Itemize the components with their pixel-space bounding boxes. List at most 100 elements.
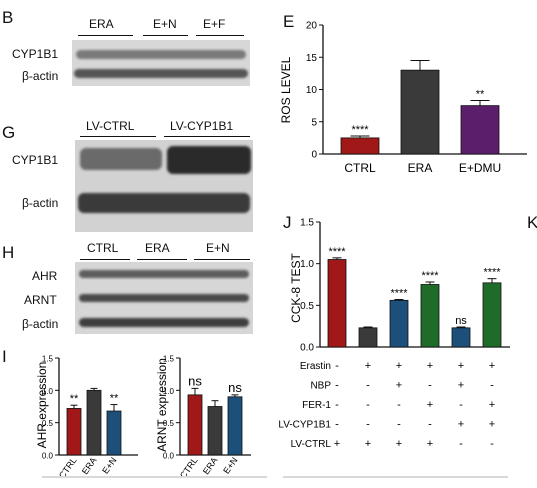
blot-b-group-era: ERA — [89, 17, 114, 31]
y-tick-label: 10 — [306, 85, 318, 96]
blot-h-row-arnt: ARNT — [24, 293, 57, 307]
treatment-mark: - — [490, 438, 494, 450]
significance-label: **** — [351, 124, 369, 136]
significance-label: ** — [476, 88, 485, 100]
y-tick-label: 0.0 — [42, 452, 54, 461]
significance-label: **** — [390, 288, 408, 300]
bottom-divider — [42, 476, 267, 478]
blot-b-row-cyp1b1: CYP1B1 — [12, 47, 59, 61]
significance-label: ** — [70, 393, 79, 405]
blot-h-bracket — [194, 259, 250, 260]
treatment-mark: - — [366, 380, 370, 392]
treatment-row-label: Erastin — [300, 361, 331, 372]
treatment-mark: - — [428, 419, 432, 431]
blot-b-band-cyp1b1 — [76, 50, 246, 59]
treatment-row-label: LV-CYP1B1 — [278, 420, 331, 431]
bar — [86, 389, 102, 456]
y-tick-label: 1.5 — [300, 218, 314, 229]
y-tick-label: 20 — [306, 21, 318, 32]
panel-letter-h: H — [2, 243, 15, 262]
significance-label: ** — [110, 393, 119, 405]
significance-label: **** — [328, 246, 346, 258]
blot-g-row-actin: β-actin — [22, 196, 59, 210]
treatment-mark: + — [489, 399, 495, 411]
treatment-row-label: LV-CTRL — [291, 439, 332, 450]
significance-label: **** — [483, 267, 501, 279]
treatment-mark: - — [428, 380, 432, 392]
blot-b-bracket — [196, 35, 244, 36]
y-tick-label: 1.5 — [42, 355, 54, 364]
blot-b-bracket — [78, 35, 133, 36]
bar — [358, 327, 378, 348]
treatment-mark: + — [365, 438, 371, 450]
blot-g-group-lvctrl: LV-CTRL — [86, 119, 135, 133]
blot-h-band-ahr — [79, 270, 249, 278]
panel-letter-k: K — [527, 213, 537, 232]
panel-letter-b: B — [2, 8, 14, 27]
treatment-mark: + — [427, 360, 433, 372]
treatment-mark: - — [335, 399, 339, 411]
y-tick-label: 0.0 — [163, 452, 175, 461]
bar — [106, 410, 122, 456]
blot-b-group-ef: E+F — [203, 17, 226, 31]
y-axis-label: AHR expression — [35, 362, 49, 449]
blot-g-row-cyp1b1: CYP1B1 — [12, 153, 59, 167]
blot-b-row-actin: β-actin — [22, 69, 59, 83]
blot-h-row-actin: β-actin — [22, 317, 59, 331]
bar — [482, 282, 502, 348]
y-axis-label: CCK-8 TEST — [289, 252, 303, 322]
category-label: E+N — [221, 455, 239, 475]
treatment-mark: - — [397, 419, 401, 431]
significance-label: ns — [188, 373, 202, 388]
y-tick-label: 0 — [311, 150, 317, 161]
blot-b-membrane — [72, 40, 250, 86]
blot-h-group-en: E+N — [206, 241, 230, 255]
blot-g-band-cyp1b1-oe — [167, 146, 251, 174]
y-axis-label: ROS LEVEL — [279, 56, 293, 123]
y-tick-label: 1.0 — [42, 387, 54, 396]
significance-label: ns — [455, 315, 467, 327]
y-tick-label: 0.5 — [300, 301, 314, 312]
treatment-mark: - — [459, 438, 463, 450]
treatment-mark: - — [335, 419, 339, 431]
blot-b-band-actin — [74, 69, 248, 78]
blot-b-group-en: E+N — [153, 17, 177, 31]
treatment-mark: + — [396, 438, 402, 450]
blot-g-group-lvcyp: LV-CYP1B1 — [170, 119, 234, 133]
treatment-mark: + — [458, 360, 464, 372]
y-tick-label: 15 — [306, 53, 318, 64]
bar — [389, 299, 409, 348]
category-label: E+DMU — [459, 161, 501, 175]
y-tick-label: 1.0 — [300, 259, 314, 270]
bottom-divider — [283, 476, 508, 478]
treatment-mark: - — [366, 399, 370, 411]
treatment-mark: - — [366, 419, 370, 431]
bar — [460, 105, 500, 155]
category-label: ERA — [80, 455, 99, 476]
significance-label: **** — [421, 270, 439, 282]
treatment-row-label: FER-1 — [302, 400, 331, 411]
y-tick-label: 0.5 — [42, 419, 54, 428]
y-tick-label: 0.5 — [163, 419, 175, 428]
blot-h-band-arnt — [79, 294, 249, 302]
treatment-mark: + — [458, 419, 464, 431]
blot-g-bracket — [164, 136, 250, 137]
panel-letter-i: I — [2, 347, 7, 366]
category-label: ERA — [201, 455, 220, 476]
treatment-mark: + — [489, 419, 495, 431]
category-label: E+N — [100, 455, 118, 475]
panel-letter-e: E — [283, 12, 295, 31]
treatment-mark: + — [458, 380, 464, 392]
bar — [66, 408, 82, 456]
treatment-mark: - — [335, 380, 339, 392]
blot-b-bracket — [143, 35, 188, 36]
chart-j-cck8-test: 0.0 0.5 1.0 1.5 CCK-8 TEST **** **** **** ns ****… — [278, 218, 510, 450]
treatment-mark: + — [489, 360, 495, 372]
treatment-mark: + — [334, 438, 340, 450]
bar — [327, 259, 347, 348]
blot-h-bracket — [137, 259, 187, 260]
blot-g-band-cyp1b1-ctrl — [80, 148, 162, 170]
treatment-mark: + — [427, 399, 433, 411]
